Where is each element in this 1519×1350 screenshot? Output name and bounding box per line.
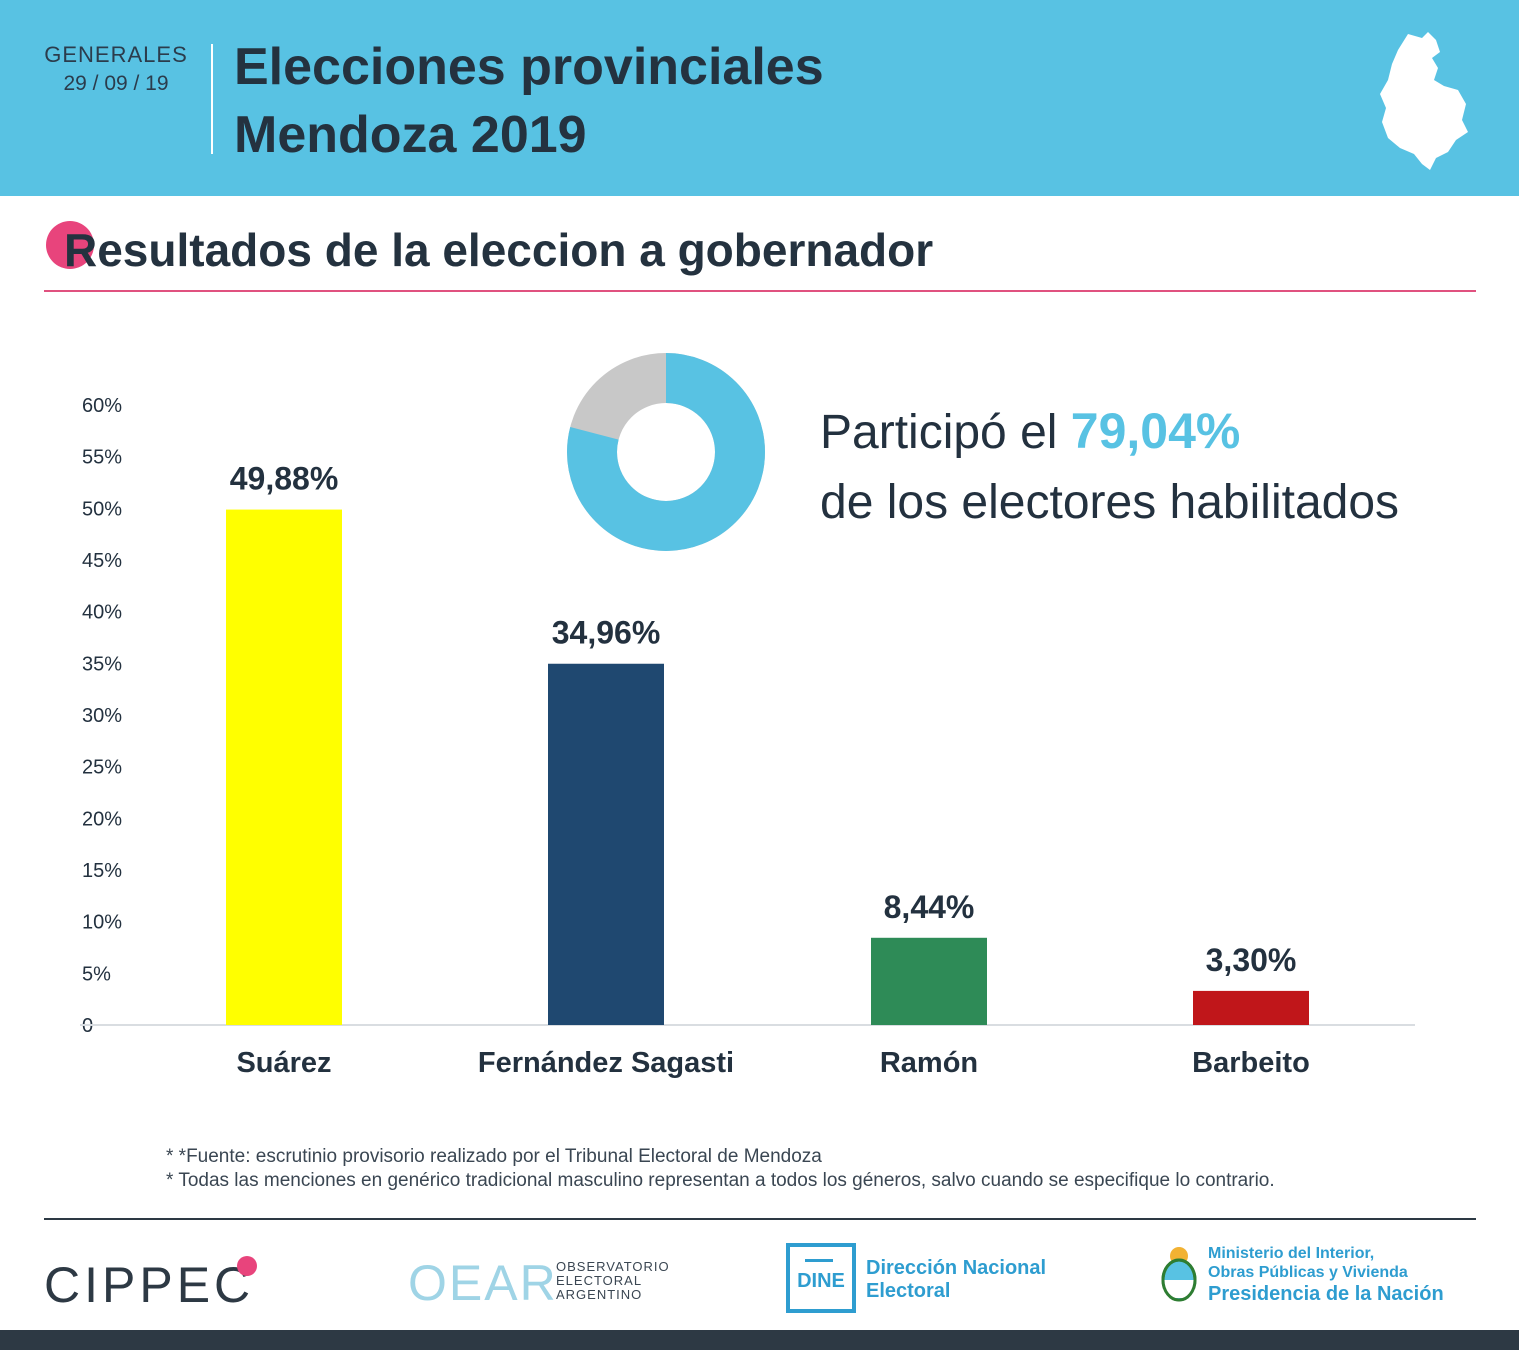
category-label: Barbeito <box>1192 1047 1310 1079</box>
header-banner: GENERALES 29 / 09 / 19 Elecciones provin… <box>0 0 1519 196</box>
y-tick-label: 40% <box>82 602 122 624</box>
y-tick-label: 60% <box>82 395 122 417</box>
y-tick-label: 50% <box>82 498 122 520</box>
ministry-line2: Obras Públicas y Vivienda <box>1208 1264 1408 1281</box>
bar-value-label: 49,88% <box>230 461 339 497</box>
footnote-gender: * Todas las menciones en genérico tradic… <box>166 1170 1275 1191</box>
category-label: Ramón <box>880 1047 978 1079</box>
participation-donut <box>567 353 765 551</box>
cippec-badge-icon <box>237 1256 257 1276</box>
bottom-band <box>0 1330 1519 1350</box>
bar <box>1193 990 1309 1025</box>
footnote-source: * *Fuente: escrutinio provisorio realiza… <box>166 1146 822 1167</box>
bar-value-label: 8,44% <box>884 889 975 925</box>
national-crest-icon <box>1161 1247 1197 1302</box>
turnout-percent: 79,04% <box>1070 403 1241 459</box>
header-title-line1: Elecciones provinciales <box>234 38 824 96</box>
turnout-prefix: Participó el <box>820 406 1058 459</box>
donut-participation-slice <box>567 353 765 551</box>
y-tick-label: 30% <box>82 705 122 727</box>
bar-value-label: 3,30% <box>1206 942 1297 978</box>
category-label: Fernández Sagasti <box>478 1047 734 1079</box>
y-tick-label: 10% <box>82 912 122 934</box>
dine-logo-bar <box>805 1259 833 1262</box>
category-label: Suárez <box>236 1047 331 1079</box>
y-tick-label: 25% <box>82 757 122 779</box>
bar-value-label: 34,96% <box>552 615 661 651</box>
footer-rule <box>44 1218 1476 1220</box>
oear-subtitle-2: ELECTORAL <box>556 1273 643 1288</box>
header-label: GENERALES <box>44 42 188 67</box>
cippec-logo: CIPPEC <box>44 1257 255 1313</box>
header-date: 29 / 09 / 19 <box>63 72 169 95</box>
mendoza-map-icon <box>1380 32 1468 170</box>
bar <box>226 509 342 1025</box>
turnout-suffix: de los electores habilitados <box>820 476 1400 529</box>
ministry-line3: Presidencia de la Nación <box>1208 1283 1444 1305</box>
turnout-text: Participó el 79,04% de los electores hab… <box>820 396 1399 538</box>
y-tick-label: 15% <box>82 860 122 882</box>
ministry-line1: Ministerio del Interior, <box>1208 1245 1375 1262</box>
oear-subtitle-1: OBSERVATORIO <box>556 1259 670 1274</box>
y-axis: 05%10%15%20%25%30%35%40%45%50%55%60% <box>82 395 122 1037</box>
oear-subtitle-3: ARGENTINO <box>556 1287 643 1302</box>
bar <box>871 937 987 1025</box>
section-title: Resultados de la eleccion a gobernador <box>64 224 934 276</box>
bar <box>548 663 664 1025</box>
header-title-line2: Mendoza 2019 <box>234 106 587 164</box>
oear-logo: OEAR <box>408 1255 558 1311</box>
section-rule <box>44 290 1476 292</box>
dine-name-line2: Electoral <box>866 1280 951 1302</box>
dine-logo-text: DINE <box>797 1270 845 1292</box>
section-title-dot <box>46 221 94 269</box>
y-tick-label: 35% <box>82 653 122 675</box>
y-tick-label: 20% <box>82 808 122 830</box>
dine-name-line1: Dirección Nacional <box>866 1257 1047 1279</box>
dine-logo-icon <box>786 1243 856 1313</box>
y-tick-label: 5% <box>82 963 111 985</box>
y-tick-label: 45% <box>82 550 122 572</box>
header-divider <box>211 44 213 154</box>
bar-group: 49,88% Suárez 34,96% Fernández Sagasti 8,44%… <box>226 461 1310 1079</box>
y-tick-label: 55% <box>82 447 122 469</box>
